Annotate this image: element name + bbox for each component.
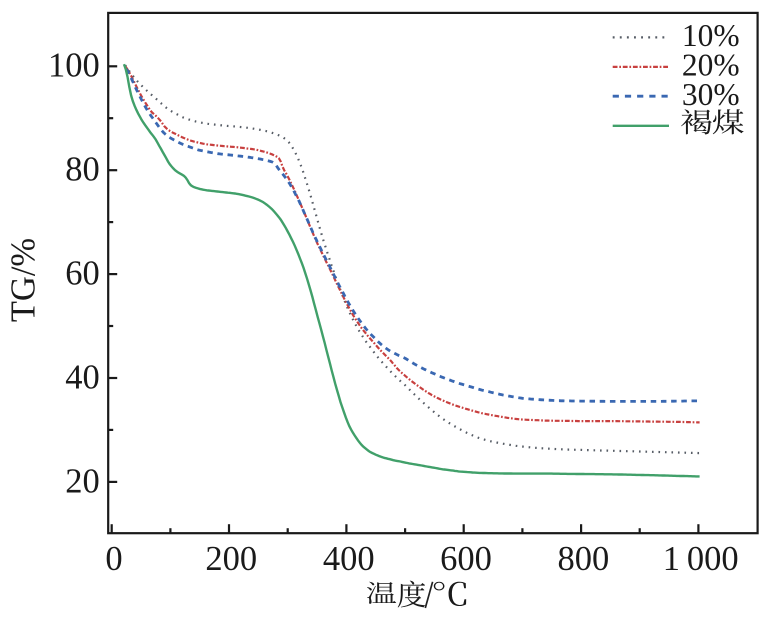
svg-text:TG/%: TG/% bbox=[5, 238, 43, 322]
svg-text:80: 80 bbox=[65, 151, 100, 189]
svg-text:20: 20 bbox=[65, 462, 100, 500]
svg-text:600: 600 bbox=[440, 540, 492, 578]
svg-text:800: 800 bbox=[558, 540, 610, 578]
svg-text:40: 40 bbox=[65, 358, 100, 396]
svg-text:10%: 10% bbox=[682, 18, 740, 53]
svg-text:400: 400 bbox=[323, 540, 375, 578]
svg-text:30%: 30% bbox=[682, 77, 740, 112]
svg-text:0: 0 bbox=[105, 540, 122, 578]
svg-text:60: 60 bbox=[65, 255, 100, 293]
svg-text:1 000: 1 000 bbox=[663, 540, 739, 578]
svg-text:100: 100 bbox=[48, 47, 100, 85]
svg-text:200: 200 bbox=[205, 540, 257, 578]
svg-text:20%: 20% bbox=[682, 48, 740, 83]
